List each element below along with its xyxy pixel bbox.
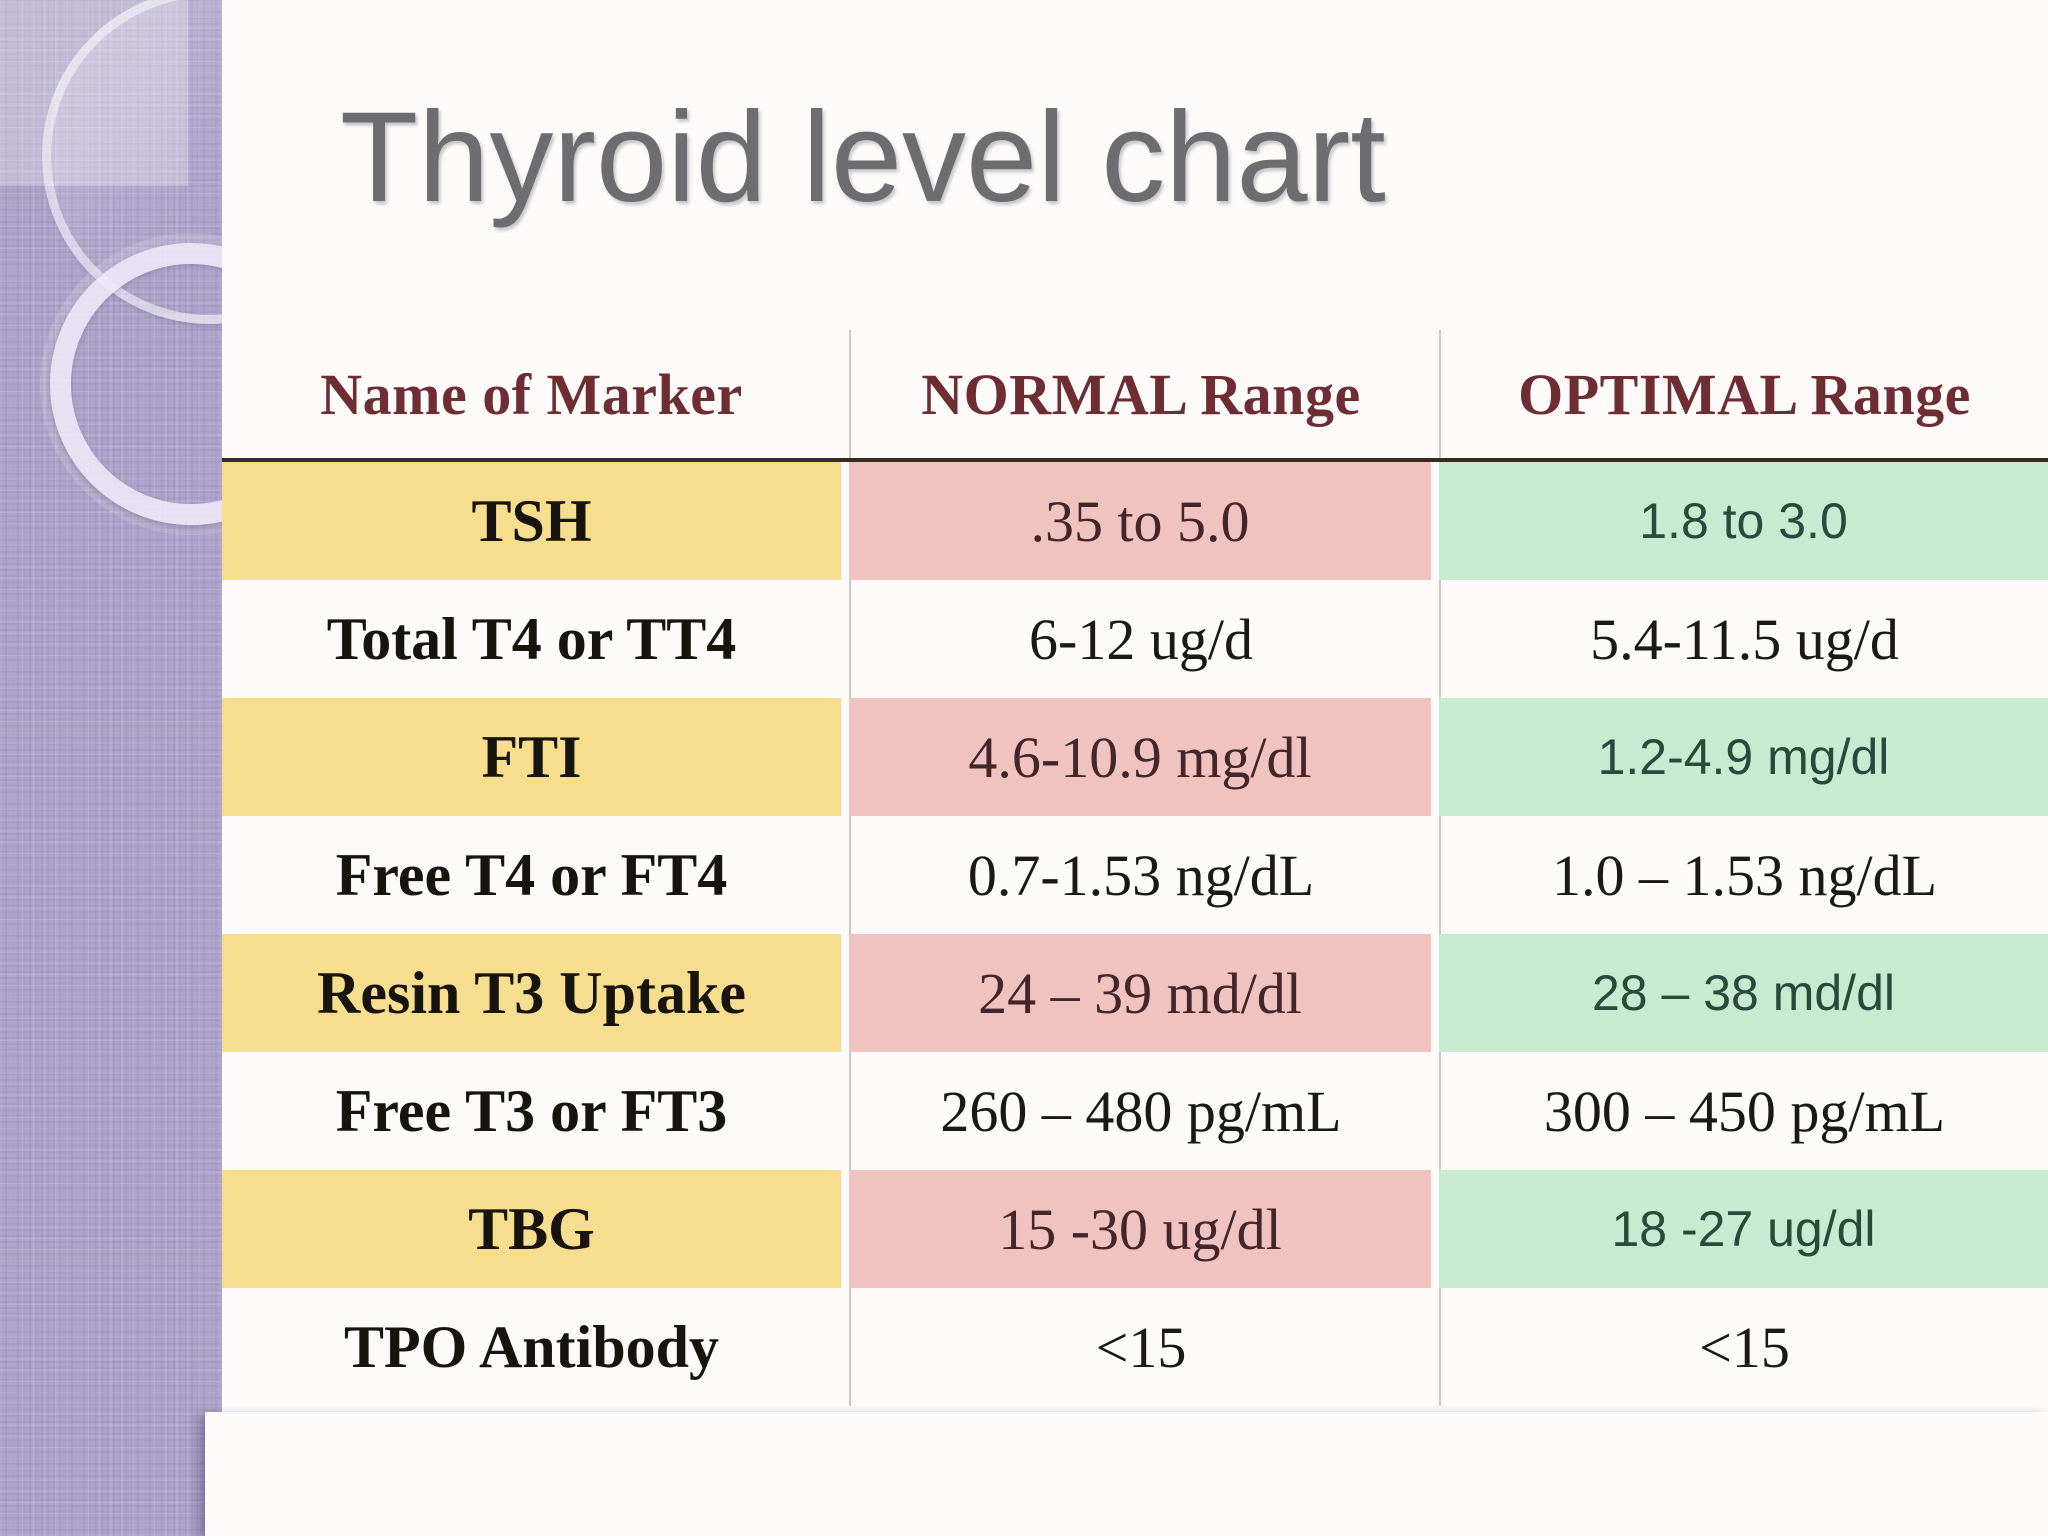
optimal-range-cell: 300 – 450 pg/mL [1439,1052,2048,1170]
optimal-range-cell: 18 -27 ug/dl [1439,1170,2048,1288]
optimal-range-cell: 1.8 to 3.0 [1439,462,2048,580]
page-title: Thyroid level chart [340,86,1386,229]
table-row: Free T4 or FT4 0.7-1.53 ng/dL 1.0 – 1.53… [222,816,2048,934]
table-header-row: Name of Marker NORMAL Range OPTIMAL Rang… [222,330,2048,458]
normal-range-cell: 260 – 480 pg/mL [849,1052,1431,1170]
marker-cell: TBG [222,1170,841,1288]
table-row: TSH .35 to 5.0 1.8 to 3.0 [222,462,2048,580]
table-row: TPO Antibody <15 <15 [222,1288,2048,1406]
normal-range-cell: 15 -30 ug/dl [849,1170,1431,1288]
slide-bottom-edge [205,1412,2048,1536]
normal-range-cell: .35 to 5.0 [849,462,1431,580]
normal-range-cell: <15 [849,1288,1431,1406]
table-row: TBG 15 -30 ug/dl 18 -27 ug/dl [222,1170,2048,1288]
column-header-normal: NORMAL Range [849,330,1431,458]
marker-cell: FTI [222,698,841,816]
table-row: Resin T3 Uptake 24 – 39 md/dl 28 – 38 md… [222,934,2048,1052]
table-row: Free T3 or FT3 260 – 480 pg/mL 300 – 450… [222,1052,2048,1170]
optimal-range-cell: 1.2-4.9 mg/dl [1439,698,2048,816]
normal-range-cell: 0.7-1.53 ng/dL [849,816,1431,934]
table-row: Total T4 or TT4 6-12 ug/d 5.4-11.5 ug/d [222,580,2048,698]
optimal-range-cell: 1.0 – 1.53 ng/dL [1439,816,2048,934]
optimal-range-cell: 5.4-11.5 ug/d [1439,580,2048,698]
marker-cell: Free T3 or FT3 [335,1077,728,1144]
column-header-optimal: OPTIMAL Range [1439,330,2048,458]
normal-range-cell: 4.6-10.9 mg/dl [849,698,1431,816]
sidebar-thick-ring-decoration [50,243,222,525]
thyroid-levels-table: Name of Marker NORMAL Range OPTIMAL Rang… [222,330,2048,1406]
normal-range-cell: 24 – 39 md/dl [849,934,1431,1052]
optimal-range-cell: 28 – 38 md/dl [1439,934,2048,1052]
table-row: FTI 4.6-10.9 mg/dl 1.2-4.9 mg/dl [222,698,2048,816]
marker-cell: TSH [222,462,841,580]
column-header-marker: Name of Marker [320,361,743,427]
marker-cell: Total T4 or TT4 [326,605,737,672]
header-divider-line [222,458,2048,462]
normal-range-cell: 6-12 ug/d [849,580,1431,698]
slide-sidebar-decoration [0,0,222,1536]
marker-cell: TPO Antibody [343,1313,720,1380]
optimal-range-cell: <15 [1439,1288,2048,1406]
marker-cell: Resin T3 Uptake [222,934,841,1052]
marker-cell: Free T4 or FT4 [335,841,728,908]
